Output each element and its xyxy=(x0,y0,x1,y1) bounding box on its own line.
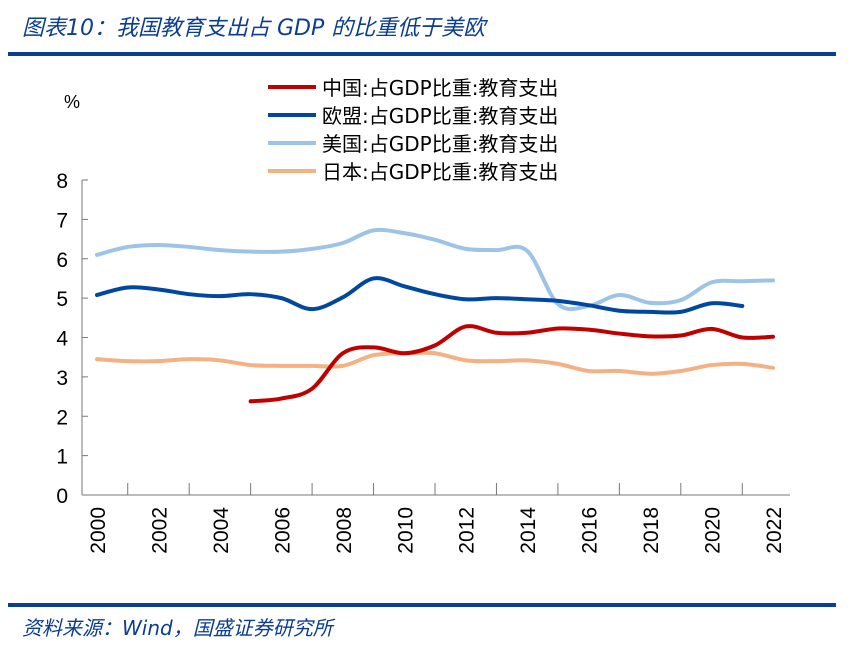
x-tick-label: 2010 xyxy=(394,507,417,554)
source-note: 资料来源：Wind，国盛证券研究所 xyxy=(22,616,333,640)
y-tick-label: 5 xyxy=(56,288,68,311)
x-tick-label: 2000 xyxy=(87,507,110,554)
legend-label: 日本:占GDP比重:教育支出 xyxy=(322,160,558,184)
y-tick-label: 0 xyxy=(56,485,68,508)
series-line-1 xyxy=(95,276,745,315)
x-tick-label: 2016 xyxy=(579,507,602,554)
x-tick-label: 2008 xyxy=(333,507,356,554)
legend-label: 中国:占GDP比重:教育支出 xyxy=(322,76,558,100)
x-tick-label: 2014 xyxy=(517,507,540,554)
x-tick-label: 2012 xyxy=(456,507,479,554)
series-line-0 xyxy=(248,324,775,404)
y-tick-label: 1 xyxy=(56,446,68,469)
x-tick-label: 2006 xyxy=(271,507,294,554)
bottom-divider xyxy=(8,603,836,607)
series-line-2 xyxy=(95,227,775,312)
y-tick-label: 2 xyxy=(56,406,68,429)
x-tick-label: 2004 xyxy=(210,507,233,554)
x-tick-label: 2002 xyxy=(148,507,171,554)
x-tick-label: 2022 xyxy=(763,507,786,554)
y-tick-label: 4 xyxy=(56,328,68,351)
x-tick-label: 2018 xyxy=(640,507,663,554)
y-tick-label: 7 xyxy=(56,209,68,232)
y-axis-unit: % xyxy=(64,92,80,112)
y-tick-label: 3 xyxy=(56,367,68,390)
top-divider xyxy=(8,52,836,56)
series-line-3 xyxy=(95,350,775,376)
y-tick-label: 6 xyxy=(56,249,68,272)
chart-title: 图表10：我国教育支出占 GDP 的比重低于美欧 xyxy=(22,16,486,41)
y-tick-label: 8 xyxy=(56,170,68,193)
legend-label: 美国:占GDP比重:教育支出 xyxy=(322,132,558,156)
x-tick-label: 2020 xyxy=(702,507,725,554)
legend-label: 欧盟:占GDP比重:教育支出 xyxy=(322,104,558,128)
